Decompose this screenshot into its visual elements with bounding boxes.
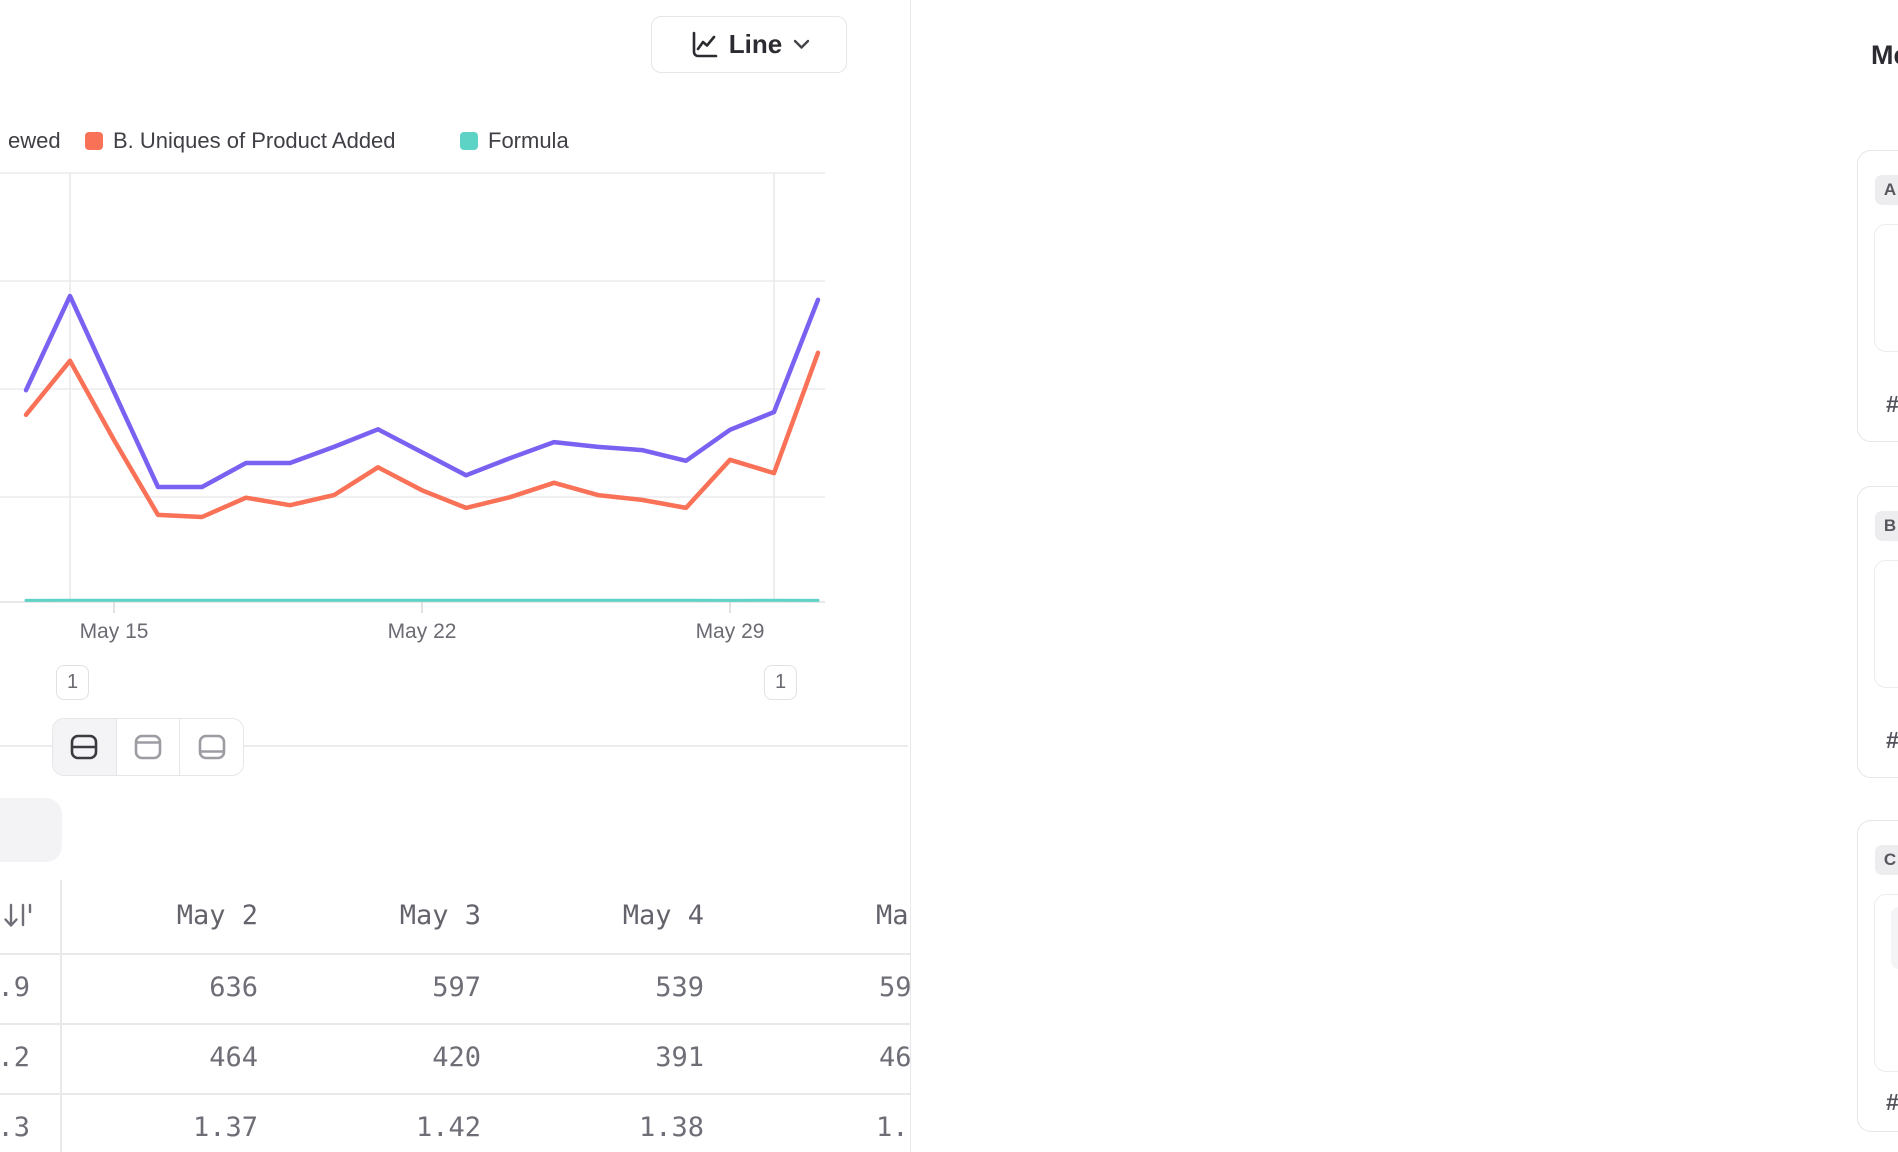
table-cell: 46 bbox=[879, 1042, 911, 1073]
product-viewed-line bbox=[23, 293, 821, 490]
legend-swatch-b bbox=[85, 132, 103, 150]
chart-type-label: Line bbox=[728, 29, 783, 59]
hash-icon: # bbox=[1886, 391, 1898, 417]
metric-card-c: C Formula A/B Add Metric # Standard bbox=[1857, 820, 1898, 1132]
table-cell: 1.2 bbox=[876, 1112, 910, 1143]
metrics-panel-title: Metrics bbox=[1871, 40, 1898, 70]
x-tick-may-29: May 29 bbox=[695, 620, 765, 643]
table-cell: 464 bbox=[209, 1042, 258, 1073]
table-cell: 1.38 bbox=[638, 1112, 704, 1143]
table-cell: .2 bbox=[0, 1042, 30, 1073]
table-row-divider bbox=[0, 1093, 910, 1095]
metric-badge-c: C bbox=[1875, 845, 1898, 875]
legend-item-c[interactable]: Formula bbox=[460, 128, 569, 153]
legend-item-a[interactable]: ewed bbox=[8, 128, 61, 153]
table-header-may-5[interactable]: May bbox=[876, 900, 910, 931]
legend-item-b[interactable]: B. Uniques of Product Added bbox=[85, 128, 396, 153]
layout-table-only-button[interactable] bbox=[179, 719, 243, 775]
chart-pane: Line ewed B. Uniques of Product Added Fo… bbox=[0, 0, 911, 1152]
formula-group: A/B Add Metric bbox=[1874, 894, 1898, 1072]
table-cell: 636 bbox=[209, 972, 258, 1003]
table-row-divider bbox=[0, 1023, 910, 1025]
table-filter-pill[interactable] bbox=[0, 798, 62, 862]
metric-badge-b: B bbox=[1875, 511, 1898, 541]
hash-icon: # bbox=[1886, 1089, 1898, 1115]
table-cell: 1.42 bbox=[415, 1112, 481, 1143]
measure-selector-a[interactable]: # Unique Users bbox=[1886, 391, 1898, 418]
legend-label-c: Formula bbox=[488, 128, 569, 153]
table-header-divider bbox=[0, 953, 910, 955]
table-cell: .9 bbox=[0, 972, 30, 1003]
hash-icon: # bbox=[1886, 727, 1898, 753]
top-bar-icon bbox=[134, 734, 162, 760]
x-tick-may-22: May 22 bbox=[387, 620, 457, 643]
table-cell: .3 bbox=[0, 1112, 30, 1143]
table-cell: 597 bbox=[432, 972, 481, 1003]
table-cell: 59 bbox=[879, 972, 911, 1003]
metric-card-a: A Uniques of Product Viewed Product View… bbox=[1857, 150, 1898, 442]
section-divider bbox=[0, 745, 908, 747]
table-cell: 539 bbox=[655, 972, 704, 1003]
chart-type-selector[interactable]: Line bbox=[651, 16, 847, 73]
table-header-may-2[interactable]: May 2 bbox=[176, 900, 258, 931]
split-view-icon bbox=[71, 734, 98, 760]
table-header-may-3[interactable]: May 3 bbox=[399, 900, 481, 931]
table-cell: 420 bbox=[432, 1042, 481, 1073]
chevron-down-icon bbox=[794, 39, 810, 49]
layout-toggle-group bbox=[52, 718, 244, 776]
legend-label-a: ewed bbox=[8, 128, 61, 153]
metric-badge-a: A bbox=[1875, 175, 1898, 205]
line-chart-icon bbox=[692, 31, 718, 57]
metrics-panel: Metrics A Uniques of Product Viewed Prod… bbox=[911, 0, 1898, 1152]
product-added-line bbox=[23, 350, 821, 520]
legend-swatch-c bbox=[460, 132, 478, 150]
bottom-bar-icon bbox=[198, 734, 225, 760]
event-group-a: Product Viewed Add Event bbox=[1874, 224, 1898, 352]
table-cell: 391 bbox=[655, 1042, 704, 1073]
table-column-divider bbox=[60, 880, 62, 1152]
sort-icon[interactable] bbox=[2, 901, 34, 933]
formula-input[interactable]: A/B bbox=[1891, 907, 1898, 969]
table-header-may-4[interactable]: May 4 bbox=[622, 900, 704, 931]
x-tick-may-15: May 15 bbox=[79, 620, 149, 643]
annotation-badge-left[interactable]: 1 bbox=[56, 665, 89, 700]
event-group-b: Product Added Add Event bbox=[1874, 560, 1898, 688]
layout-chart-only-button[interactable] bbox=[115, 719, 180, 775]
annotation-badge-right[interactable]: 1 bbox=[764, 665, 797, 700]
legend-label-b: B. Uniques of Product Added bbox=[113, 128, 396, 153]
layout-split-view-button[interactable] bbox=[53, 719, 116, 775]
metric-card-b: B Uniques of Product Added Product Added… bbox=[1857, 486, 1898, 778]
table-cell: 1.37 bbox=[192, 1112, 258, 1143]
line-chart-canvas bbox=[0, 172, 825, 613]
measure-selector-b[interactable]: # Unique Users bbox=[1886, 727, 1898, 754]
measure-selector-c[interactable]: # Standard bbox=[1886, 1089, 1898, 1116]
